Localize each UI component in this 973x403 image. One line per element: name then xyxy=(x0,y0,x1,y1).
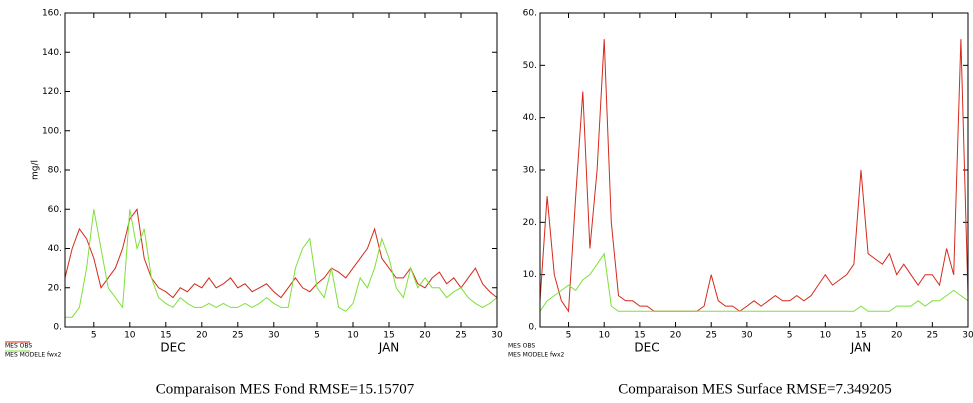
x-tick-label: 15 xyxy=(634,331,645,341)
y-tick-label: 40. xyxy=(523,113,537,123)
x-tick-label: 10 xyxy=(598,331,610,341)
x-tick-label: 25 xyxy=(927,331,938,341)
plot-frame xyxy=(64,12,498,328)
y-tick-label: 80. xyxy=(48,166,62,176)
y-tick-label: 20. xyxy=(48,283,62,293)
y-tick-label: 160. xyxy=(42,9,62,19)
x-tick-label: 5 xyxy=(314,331,320,341)
y-tick-label: 60. xyxy=(523,9,537,19)
x-tick-label: 15 xyxy=(160,331,171,341)
x-tick-label: 5 xyxy=(566,331,572,341)
month-label: DEC xyxy=(634,341,659,355)
chart-title: Comparaison MES Fond RMSE=15.15707 xyxy=(156,381,415,397)
y-axis-label: mg/l xyxy=(31,160,41,180)
month-label: JAN xyxy=(378,341,400,355)
x-tick-label: 30 xyxy=(491,331,503,341)
x-tick-label: 20 xyxy=(670,331,682,341)
x-tick-label: 20 xyxy=(196,331,208,341)
x-tick-label: 10 xyxy=(347,331,359,341)
x-tick-label: 5 xyxy=(787,331,793,341)
y-tick-label: 100. xyxy=(42,126,62,136)
series-line xyxy=(65,209,498,318)
x-tick-label: 5 xyxy=(91,331,97,341)
plot-frame xyxy=(539,12,969,328)
x-tick-label: 30 xyxy=(741,331,753,341)
x-tick-label: 10 xyxy=(820,331,832,341)
x-tick-label: 10 xyxy=(124,331,136,341)
x-tick-label: 25 xyxy=(455,331,466,341)
y-tick-label: 40. xyxy=(48,244,62,254)
y-tick-label: 120. xyxy=(42,87,62,97)
legend-label: MES OBS xyxy=(508,343,535,350)
y-tick-label: 0. xyxy=(53,323,62,333)
x-tick-label: 25 xyxy=(232,331,243,341)
y-tick-label: 20. xyxy=(523,218,537,228)
series-line xyxy=(64,208,498,299)
legend-label: MES MODELE fwx2 xyxy=(508,352,565,359)
y-tick-label: 0. xyxy=(528,323,537,333)
legend-label: MES OBS xyxy=(5,343,32,350)
x-tick-label: 15 xyxy=(383,331,394,341)
legend-label: MES MODELE fwx2 xyxy=(5,352,62,359)
y-tick-label: 30. xyxy=(523,166,537,176)
x-tick-label: 15 xyxy=(855,331,866,341)
month-label: DEC xyxy=(160,341,185,355)
month-label: JAN xyxy=(850,341,872,355)
x-tick-label: 30 xyxy=(962,331,973,341)
series-line xyxy=(539,252,969,312)
y-tick-label: 60. xyxy=(48,205,62,215)
y-tick-label: 10. xyxy=(523,270,537,280)
chart-title: Comparaison MES Surface RMSE=7.349205 xyxy=(618,381,891,397)
y-tick-label: 50. xyxy=(523,61,537,71)
x-tick-label: 20 xyxy=(419,331,431,341)
x-tick-label: 30 xyxy=(268,331,280,341)
y-tick-label: 140. xyxy=(42,48,62,58)
x-tick-label: 20 xyxy=(891,331,903,341)
x-tick-label: 25 xyxy=(705,331,716,341)
series-line xyxy=(539,39,969,313)
